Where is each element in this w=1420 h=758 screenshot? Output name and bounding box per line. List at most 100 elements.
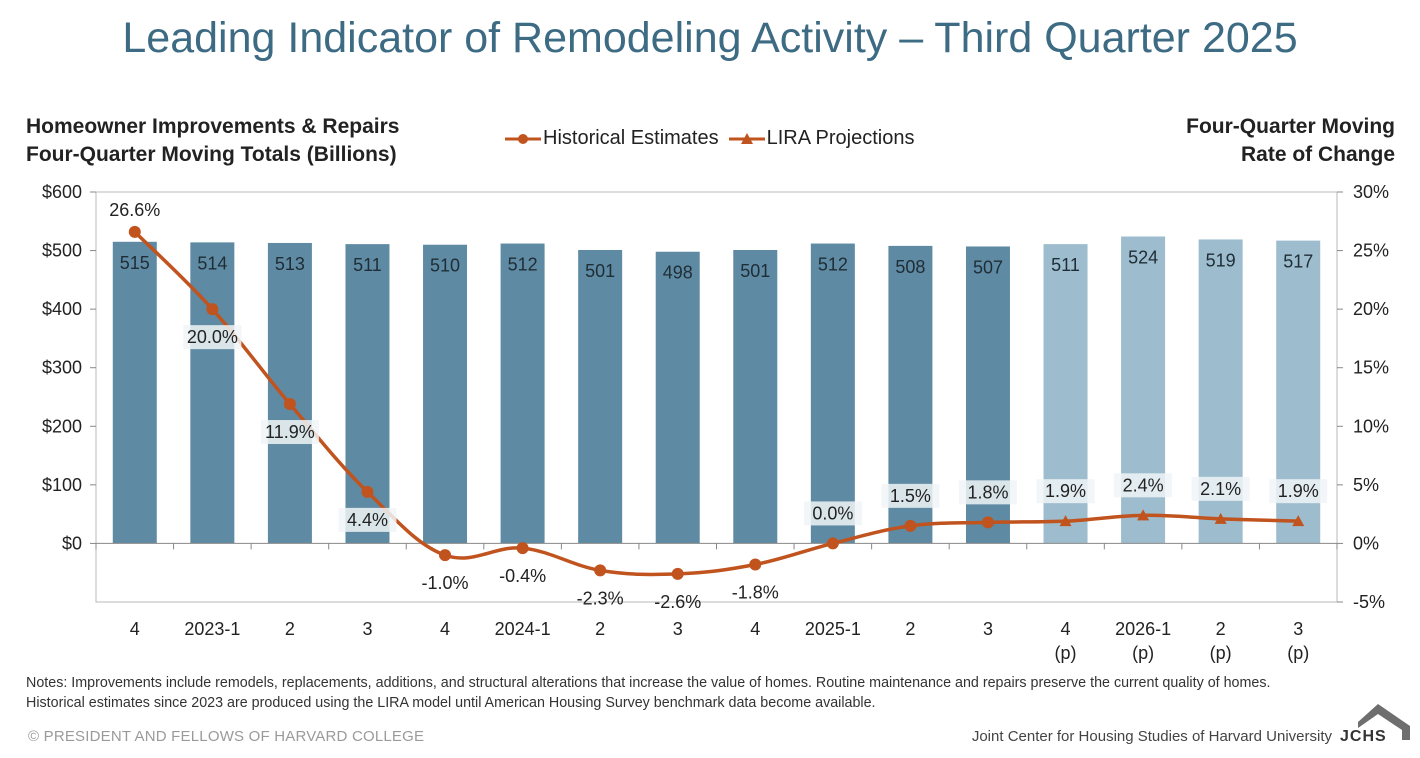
bar-value-label: 513 (275, 254, 305, 274)
right-axis-title: Four-Quarter Moving Rate of Change (1186, 113, 1395, 169)
pct-value-label: -1.8% (732, 583, 779, 603)
pct-value-label: 1.5% (890, 486, 931, 506)
right-axis-title-line2: Rate of Change (1240, 143, 1395, 166)
legend-triangle-marker-icon (728, 132, 765, 144)
bar-value-label: 511 (1051, 255, 1080, 275)
pct-label-bg (1036, 479, 1095, 504)
historical-marker (128, 225, 141, 238)
bar (112, 241, 157, 544)
pct-label-bg (1269, 479, 1328, 504)
bar (655, 251, 700, 544)
historical-marker (439, 549, 452, 562)
left-tick-label: $0 (62, 533, 82, 553)
footer-source: Joint Center for Housing Studies of Harv… (971, 728, 1332, 745)
chart-legend: Historical Estimates LIRA Projections (505, 127, 924, 150)
pct-label-bg (803, 501, 862, 526)
historical-marker (904, 519, 917, 532)
pct-value-label: -2.6% (654, 592, 701, 612)
projection-marker (1137, 509, 1150, 521)
x-tick-label: 2023-1 (184, 619, 240, 639)
pct-value-label: 0.0% (812, 503, 853, 523)
x-tick-label: 3 (362, 619, 372, 639)
left-tick-label: $200 (42, 416, 82, 436)
bar (1121, 236, 1166, 544)
x-tick-label: 4 (130, 619, 140, 639)
pct-label-bg (260, 420, 319, 445)
bar-value-label: 498 (663, 263, 693, 283)
x-tick-label: 4 (440, 619, 450, 639)
projection-marker (1214, 512, 1227, 524)
bar-value-label: 508 (895, 257, 925, 277)
x-tick-label: 2 (905, 619, 915, 639)
left-axis-title: Homeowner Improvements & Repairs Four-Qu… (26, 113, 399, 169)
left-tick-label: $400 (42, 299, 82, 319)
left-tick-label: $100 (42, 475, 82, 495)
historical-marker (594, 564, 607, 577)
bar (578, 249, 623, 544)
legend-label-historical: Historical Estimates (543, 127, 719, 149)
pct-value-label: 2.1% (1200, 479, 1241, 499)
bar (500, 243, 545, 544)
x-tick-label: 3 (673, 619, 683, 639)
historical-marker (981, 516, 994, 529)
projection-marker (1292, 515, 1305, 527)
right-tick-label: 20% (1353, 299, 1389, 319)
legend-label-projections: LIRA Projections (766, 127, 915, 149)
x-tick-label: (p) (1287, 643, 1309, 663)
pct-value-label: 1.8% (967, 482, 1008, 502)
pct-value-label: 1.9% (1278, 481, 1319, 501)
bar (423, 244, 468, 544)
bar (190, 242, 235, 544)
pct-label-bg (1114, 473, 1173, 498)
jchs-logo-text: JCHS (1340, 728, 1387, 745)
historical-marker (671, 567, 684, 580)
right-tick-label: 5% (1353, 475, 1379, 495)
pct-value-label: -2.3% (577, 588, 624, 608)
historical-marker (361, 485, 374, 498)
bar-value-label: 511 (353, 255, 382, 275)
pct-value-label: 4.4% (347, 510, 388, 530)
bar-value-label: 501 (585, 261, 615, 281)
legend-item-projections: LIRA Projections (728, 127, 915, 150)
pct-label-bg (881, 483, 940, 508)
historical-marker (283, 398, 296, 411)
chart-canvas: $600$500$400$300$200$100$030%25%20%15%10… (42, 182, 1389, 663)
x-tick-label: 3 (1293, 619, 1303, 639)
x-tick-label: 4 (750, 619, 760, 639)
right-tick-label: 0% (1353, 533, 1379, 553)
pct-label-bg (1191, 476, 1250, 501)
right-tick-label: 30% (1353, 182, 1389, 202)
pct-label-bg (338, 507, 397, 532)
jchs-logo-icon (1358, 704, 1410, 740)
x-tick-label: 2 (595, 619, 605, 639)
plot-frame (95, 191, 1338, 603)
left-tick-label: $500 (42, 241, 82, 261)
bar-value-label: 524 (1128, 248, 1158, 268)
x-tick-label: 2 (285, 619, 295, 639)
x-tick-label: 3 (983, 619, 993, 639)
x-tick-label: 2024-1 (495, 619, 551, 639)
pct-value-label: -0.4% (499, 566, 546, 586)
pct-value-label: 2.4% (1123, 475, 1164, 495)
x-tick-label: (p) (1132, 643, 1154, 663)
bar-value-label: 514 (197, 253, 227, 273)
pct-value-label: 20.0% (187, 327, 238, 347)
x-tick-label: (p) (1210, 643, 1232, 663)
bar-value-label: 501 (740, 261, 770, 281)
right-tick-label: 10% (1353, 416, 1389, 436)
chart-title: Leading Indicator of Remodeling Activity… (122, 14, 1298, 62)
pct-label-bg (958, 480, 1017, 505)
left-tick-label: $300 (42, 358, 82, 378)
projection-marker (1059, 515, 1072, 527)
pct-value-label: -1.0% (422, 573, 469, 593)
right-tick-label: 25% (1353, 241, 1389, 261)
historical-marker (749, 558, 762, 571)
legend-circle-marker-icon (505, 133, 541, 144)
x-tick-label: 4 (1061, 619, 1071, 639)
legend-item-historical: Historical Estimates (505, 127, 719, 150)
bar (733, 249, 778, 544)
left-axis-title-line1: Homeowner Improvements & Repairs (26, 115, 400, 138)
right-axis-title-line1: Four-Quarter Moving (1186, 115, 1395, 138)
bar-value-label: 507 (973, 257, 1003, 277)
chart-notes: Notes: Improvements include remodels, re… (26, 675, 1271, 711)
